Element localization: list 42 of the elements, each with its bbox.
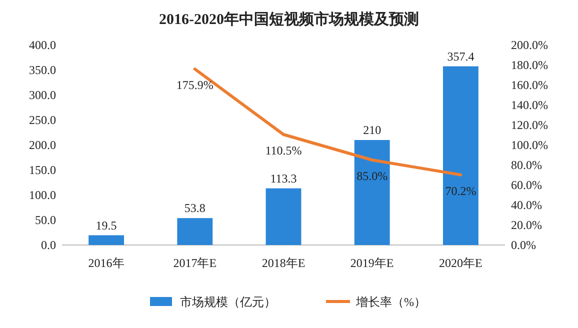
y-tick-label: 300.0	[29, 88, 56, 102]
y-tick-label: 0.0	[41, 238, 56, 252]
y2-tick-label: 140.0%	[511, 98, 548, 112]
y2-tick-label: 100.0%	[511, 138, 548, 152]
legend-label: 市场规模（亿元）	[180, 295, 276, 309]
bar	[354, 140, 390, 245]
y-tick-label: 50.0	[35, 213, 56, 227]
y2-tick-label: 120.0%	[511, 118, 548, 132]
y-tick-label: 350.0	[29, 63, 56, 77]
chart-title: 2016-2020年中国短视频市场规模及预测	[159, 10, 419, 28]
x-tick-label: 2018年E	[262, 256, 306, 270]
data-label: 175.9%	[176, 78, 214, 92]
legend-label: 增长率（%）	[355, 295, 426, 309]
data-label: 210	[363, 123, 382, 137]
y2-tick-label: 200.0%	[511, 38, 548, 52]
data-label: 85.0%	[356, 169, 388, 183]
y2-tick-label: 40.0%	[511, 198, 542, 212]
x-tick-label: 2017年E	[173, 256, 217, 270]
bar	[442, 66, 478, 245]
y2-tick-label: 80.0%	[511, 158, 542, 172]
y2-tick-label: 160.0%	[511, 78, 548, 92]
y-tick-label: 250.0	[29, 113, 56, 127]
data-label: 19.5	[96, 218, 117, 232]
y2-tick-label: 20.0%	[511, 218, 542, 232]
bar	[88, 235, 124, 245]
y2-tick-label: 0.0%	[511, 238, 536, 252]
bar	[177, 218, 213, 245]
y-tick-label: 200.0	[29, 138, 56, 152]
data-label: 113.3	[270, 171, 297, 186]
data-label: 53.8	[184, 201, 206, 216]
x-tick-label: 2016年	[88, 256, 124, 270]
bar	[266, 188, 302, 245]
data-label: 357.4	[447, 49, 474, 64]
data-label: 110.5%	[265, 144, 302, 158]
x-tick-label: 2019年E	[350, 256, 394, 270]
data-label: 70.2%	[445, 184, 476, 198]
y-tick-label: 100.0	[29, 188, 56, 202]
y-tick-label: 400.0	[29, 38, 56, 52]
y2-tick-label: 60.0%	[511, 178, 542, 192]
y-tick-label: 150.0	[29, 163, 56, 177]
x-tick-label: 2020年E	[439, 256, 482, 270]
y2-tick-label: 180.0%	[511, 58, 548, 72]
